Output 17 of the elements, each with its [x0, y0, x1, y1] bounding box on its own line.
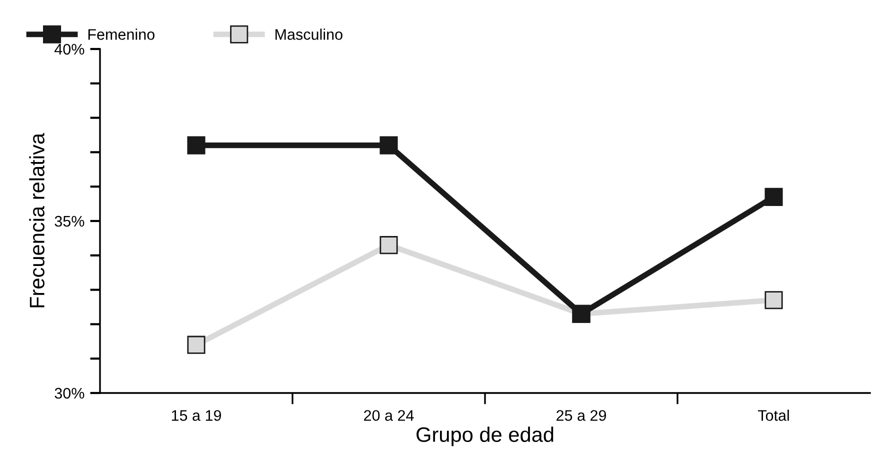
legend-label: Masculino [276, 28, 342, 40]
point [187, 136, 206, 154]
point [764, 188, 783, 206]
legend-label: Femenino [88, 28, 154, 40]
point [380, 236, 398, 254]
x-tick-label: 15 a 19 [172, 410, 222, 421]
x-tick-label: 25 a 29 [556, 410, 606, 421]
y-tick-label: 35% [54, 216, 84, 227]
x-axis-title: Grupo de edad [416, 426, 554, 446]
x-tick-label: Total [758, 410, 789, 421]
point [187, 336, 206, 354]
point [764, 291, 783, 310]
point [380, 136, 398, 154]
y-tick-label: 40% [54, 44, 84, 55]
x-tick-label: 20 a 24 [364, 410, 414, 421]
y-axis-title: Frecuencia relativa [29, 132, 44, 308]
y-tick-label: 30% [54, 388, 84, 399]
